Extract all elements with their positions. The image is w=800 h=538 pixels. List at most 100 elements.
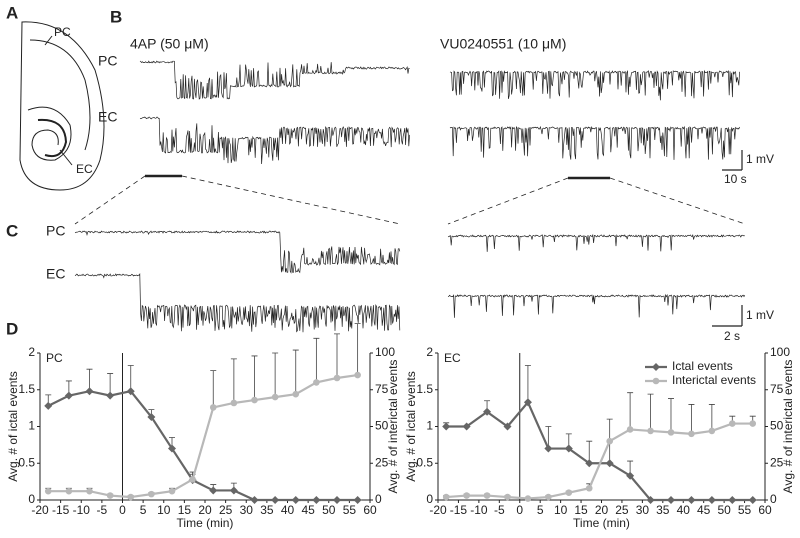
error-bar bbox=[210, 370, 217, 408]
data-point bbox=[626, 426, 634, 433]
error-bar bbox=[524, 365, 531, 403]
y-tick-label: 2 bbox=[28, 345, 35, 359]
y2-tick-label: 75 bbox=[770, 382, 784, 396]
x-tick-label: 5 bbox=[140, 503, 147, 517]
x-tick-label: 15 bbox=[178, 503, 192, 517]
x-tick-label: -5 bbox=[97, 503, 108, 517]
region-label: EC bbox=[76, 162, 93, 176]
error-bar bbox=[313, 337, 320, 383]
series-line bbox=[48, 373, 358, 499]
x-tick-label: 50 bbox=[717, 503, 731, 517]
x-tick-label: 45 bbox=[301, 503, 315, 517]
data-point bbox=[147, 412, 156, 421]
data-point bbox=[333, 496, 341, 504]
data-point bbox=[333, 374, 341, 382]
data-point bbox=[442, 422, 451, 431]
error-bar bbox=[334, 333, 340, 378]
x-tick-label: 25 bbox=[219, 503, 233, 517]
error-bar bbox=[272, 352, 279, 398]
data-point bbox=[708, 427, 716, 435]
panel-label: B bbox=[110, 7, 122, 26]
data-point bbox=[230, 399, 238, 407]
data-point bbox=[209, 486, 218, 495]
scale-label: 1 mV bbox=[746, 308, 774, 322]
error-bar bbox=[708, 404, 715, 431]
panel-label: D bbox=[6, 319, 18, 338]
x-tick-label: 60 bbox=[758, 503, 772, 517]
data-point bbox=[354, 371, 361, 379]
x-tick-label: 30 bbox=[636, 503, 650, 517]
x-tick-label: 25 bbox=[615, 503, 629, 517]
error-bar bbox=[230, 358, 237, 403]
traces bbox=[74, 60, 746, 333]
data-point bbox=[707, 496, 716, 504]
trace bbox=[449, 125, 740, 160]
y2-tick-label: 100 bbox=[770, 345, 790, 359]
data-point bbox=[749, 420, 757, 427]
data-point bbox=[312, 496, 321, 504]
data-point bbox=[271, 393, 279, 401]
scale-bars bbox=[74, 150, 746, 327]
x-tick-label: -15 bbox=[450, 503, 468, 517]
data-point bbox=[85, 387, 94, 396]
data-point bbox=[503, 422, 512, 431]
trace bbox=[447, 293, 746, 318]
data-point bbox=[728, 496, 737, 504]
data-point bbox=[647, 427, 654, 435]
y-tick-label: 1 bbox=[28, 419, 35, 433]
data-point bbox=[748, 496, 757, 504]
y2-tick-label: 50 bbox=[770, 419, 784, 433]
data-point bbox=[729, 420, 736, 427]
chart-title: PC bbox=[46, 351, 63, 365]
data-point bbox=[229, 486, 238, 495]
x-tick-label: 20 bbox=[595, 503, 609, 517]
x-tick-label: 55 bbox=[738, 503, 752, 517]
x-tick-label: 35 bbox=[656, 503, 670, 517]
data-point bbox=[605, 459, 614, 468]
error-bar bbox=[606, 418, 613, 442]
data-point bbox=[463, 492, 470, 499]
data-point bbox=[65, 487, 73, 495]
y-tick-label: 0.5 bbox=[416, 455, 433, 469]
y2-tick-label: 25 bbox=[770, 455, 784, 469]
data-point bbox=[687, 496, 696, 504]
data-point bbox=[585, 484, 593, 492]
data-point bbox=[44, 401, 53, 410]
data-point bbox=[168, 444, 176, 453]
y-tick-label: 1.5 bbox=[416, 382, 433, 396]
y-axis-label: Avg. # of ictal events bbox=[404, 371, 418, 482]
error-bar bbox=[627, 392, 634, 430]
y-tick-label: 0 bbox=[426, 492, 433, 506]
region-label: PC bbox=[54, 25, 71, 39]
data-point bbox=[666, 496, 675, 504]
x-axis-label: Time (min) bbox=[177, 516, 234, 530]
trace bbox=[139, 116, 410, 165]
data-point bbox=[271, 496, 280, 504]
data-point bbox=[544, 444, 553, 453]
trace bbox=[139, 60, 410, 100]
data-point bbox=[504, 493, 511, 501]
x-tick-label: 40 bbox=[677, 503, 691, 517]
x-tick-label: 45 bbox=[697, 503, 711, 517]
x-tick-label: 40 bbox=[281, 503, 295, 517]
x-tick-label: 0 bbox=[119, 503, 126, 517]
row-label: PC bbox=[46, 223, 65, 239]
x-tick-label: -20 bbox=[31, 503, 49, 517]
series-line bbox=[446, 422, 753, 500]
legend-marker bbox=[652, 377, 660, 385]
x-tick-label: 55 bbox=[343, 503, 357, 517]
y-tick-label: 1 bbox=[426, 419, 433, 433]
data-point bbox=[606, 437, 613, 445]
y-axis-label: Avg. # of ictal events bbox=[6, 371, 20, 482]
panel-label: A bbox=[6, 3, 18, 22]
chart-title: EC bbox=[444, 351, 461, 365]
data-point bbox=[353, 496, 362, 504]
x-tick-label: 15 bbox=[574, 503, 588, 517]
series-line bbox=[446, 400, 753, 502]
y2-tick-label: 50 bbox=[375, 419, 389, 433]
condition-title: VU0240551 (10 μM) bbox=[440, 36, 566, 52]
x-tick-label: 10 bbox=[554, 503, 568, 517]
data-point bbox=[126, 387, 135, 396]
scale-label: 10 s bbox=[724, 172, 747, 186]
